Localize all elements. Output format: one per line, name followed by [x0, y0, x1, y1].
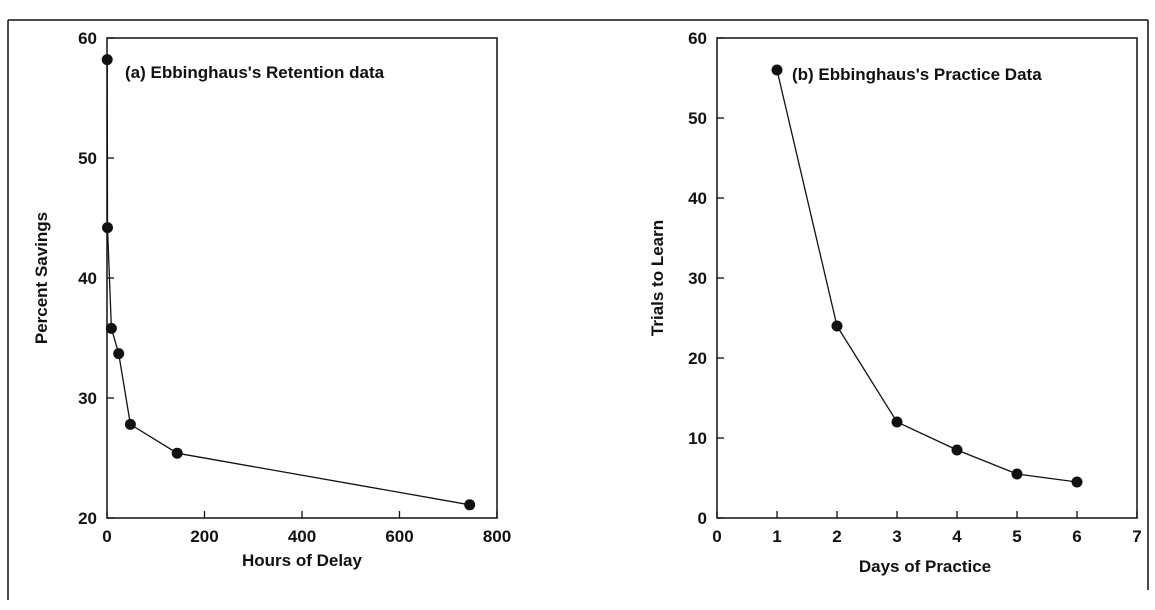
y-tick-label: 40	[688, 189, 707, 208]
x-tick-label: 7	[1132, 527, 1141, 546]
y-tick-label: 50	[78, 149, 97, 168]
y-tick-label: 10	[688, 429, 707, 448]
x-tick-label: 5	[1012, 527, 1021, 546]
data-point	[171, 447, 183, 459]
y-tick-label: 20	[688, 349, 707, 368]
x-axis-title: Days of Practice	[859, 557, 991, 576]
x-tick-label: 0	[712, 527, 721, 546]
y-tick-label: 30	[688, 269, 707, 288]
plot-frame	[716, 37, 1138, 519]
x-tick-label: 600	[385, 527, 413, 546]
x-tick-label: 1	[772, 527, 781, 546]
y-tick-label: 40	[78, 269, 97, 288]
data-point	[101, 54, 113, 66]
data-points	[101, 54, 476, 511]
y-tick-label: 0	[698, 509, 707, 528]
series-line	[776, 69, 1078, 483]
x-tick-label: 0	[102, 527, 111, 546]
chart-title: (b) Ebbinghaus's Practice Data	[792, 65, 1042, 84]
data-point	[831, 320, 843, 332]
x-tick-label: 200	[190, 527, 218, 546]
x-tick-label: 3	[892, 527, 901, 546]
data-points	[771, 64, 1083, 488]
chart-title: (a) Ebbinghaus's Retention data	[125, 63, 385, 82]
retention-chart: 0 200 400 600 800 20 30 40 50 60 (a) Ebbinghaus's…	[32, 29, 511, 570]
y-axis-title: Trials to Learn	[648, 220, 667, 336]
x-tick-label: 400	[288, 527, 316, 546]
axis-ticks: 0 1 2 3 4 5 6 7 0 10 20 30 40 50 60	[688, 29, 1142, 546]
axis-ticks: 0 200 400 600 800 20 30 40 50 60	[78, 29, 511, 546]
x-tick-label: 6	[1072, 527, 1081, 546]
data-point	[1071, 476, 1083, 488]
data-point	[891, 416, 903, 428]
y-tick-label: 60	[78, 29, 97, 48]
y-axis-title: Percent Savings	[32, 212, 51, 344]
practice-chart: 0 1 2 3 4 5 6 7 0 10 20 30 40 50 60 (b) Ebbinghaus's P…	[648, 29, 1142, 576]
y-tick-label: 20	[78, 509, 97, 528]
y-tick-label: 30	[78, 389, 97, 408]
x-tick-label: 800	[483, 527, 511, 546]
x-axis-title: Hours of Delay	[242, 551, 363, 570]
data-point	[105, 322, 117, 334]
series-line	[106, 59, 470, 506]
data-point	[771, 64, 783, 76]
x-tick-label: 2	[832, 527, 841, 546]
y-tick-label: 50	[688, 109, 707, 128]
data-point	[124, 418, 136, 430]
y-tick-label: 60	[688, 29, 707, 48]
x-tick-label: 4	[952, 527, 962, 546]
data-point	[113, 348, 125, 360]
data-point	[464, 499, 476, 511]
data-point	[102, 222, 113, 234]
data-point	[951, 444, 963, 456]
data-point	[1011, 468, 1023, 480]
